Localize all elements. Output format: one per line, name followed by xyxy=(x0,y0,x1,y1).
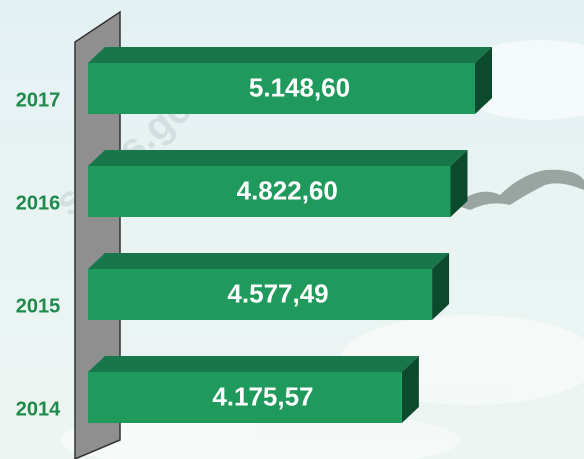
value-label: 5.148,60 xyxy=(249,72,350,102)
bar-top xyxy=(88,253,449,269)
value-label: 4.175,57 xyxy=(212,381,313,411)
category-label: 2017 xyxy=(16,89,61,111)
category-label: 2014 xyxy=(16,398,61,420)
value-label: 4.577,49 xyxy=(227,278,328,308)
category-label: 2015 xyxy=(16,295,61,317)
bar-top xyxy=(88,356,419,372)
chart: s.bps.go.id 5.148,6020174.822,6020164.57… xyxy=(0,0,584,459)
bar-top xyxy=(88,150,467,166)
category-label: 2016 xyxy=(16,192,61,214)
page: s.bps.go.id 5.148,6020174.822,6020164.57… xyxy=(0,0,584,459)
bar-top xyxy=(88,47,492,63)
value-label: 4.822,60 xyxy=(237,175,338,205)
